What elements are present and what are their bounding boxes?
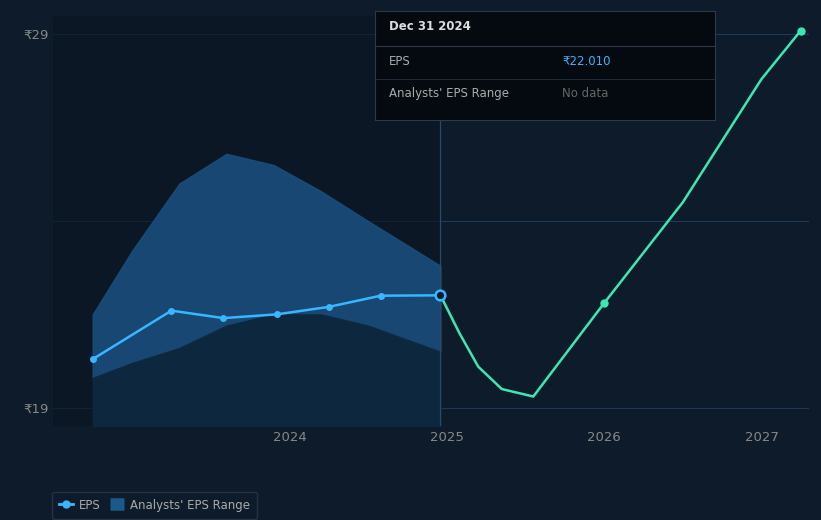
Bar — [53, 16, 441, 426]
Text: Actual: Actual — [401, 18, 438, 31]
Text: Dec 31 2024: Dec 31 2024 — [389, 20, 470, 33]
Text: No data: No data — [562, 87, 608, 100]
Legend: EPS, Analysts' EPS Range: EPS, Analysts' EPS Range — [52, 492, 257, 519]
Text: ₹22.010: ₹22.010 — [562, 55, 611, 68]
Text: Analysts' EPS Range: Analysts' EPS Range — [389, 87, 509, 100]
Text: EPS: EPS — [389, 55, 410, 68]
Text: Analysts Forecasts: Analysts Forecasts — [443, 18, 553, 31]
